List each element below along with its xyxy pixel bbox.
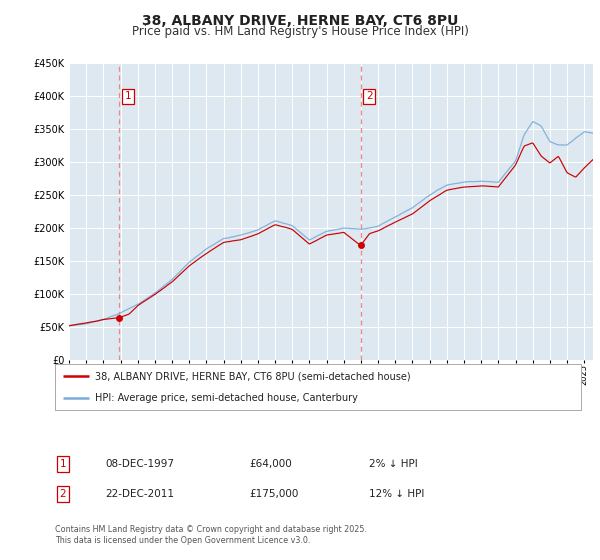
Text: 08-DEC-1997: 08-DEC-1997: [105, 459, 174, 469]
Text: £175,000: £175,000: [249, 489, 298, 499]
Text: 2: 2: [366, 91, 373, 101]
Text: 1: 1: [59, 459, 67, 469]
Text: 22-DEC-2011: 22-DEC-2011: [105, 489, 174, 499]
Text: 2% ↓ HPI: 2% ↓ HPI: [369, 459, 418, 469]
Text: Price paid vs. HM Land Registry's House Price Index (HPI): Price paid vs. HM Land Registry's House …: [131, 25, 469, 38]
Text: £64,000: £64,000: [249, 459, 292, 469]
Text: 2: 2: [59, 489, 67, 499]
Text: 1: 1: [125, 91, 131, 101]
Text: 38, ALBANY DRIVE, HERNE BAY, CT6 8PU (semi-detached house): 38, ALBANY DRIVE, HERNE BAY, CT6 8PU (se…: [95, 371, 410, 381]
Text: 38, ALBANY DRIVE, HERNE BAY, CT6 8PU: 38, ALBANY DRIVE, HERNE BAY, CT6 8PU: [142, 14, 458, 28]
Text: 12% ↓ HPI: 12% ↓ HPI: [369, 489, 424, 499]
Text: HPI: Average price, semi-detached house, Canterbury: HPI: Average price, semi-detached house,…: [95, 393, 358, 403]
Text: Contains HM Land Registry data © Crown copyright and database right 2025.
This d: Contains HM Land Registry data © Crown c…: [55, 525, 367, 545]
